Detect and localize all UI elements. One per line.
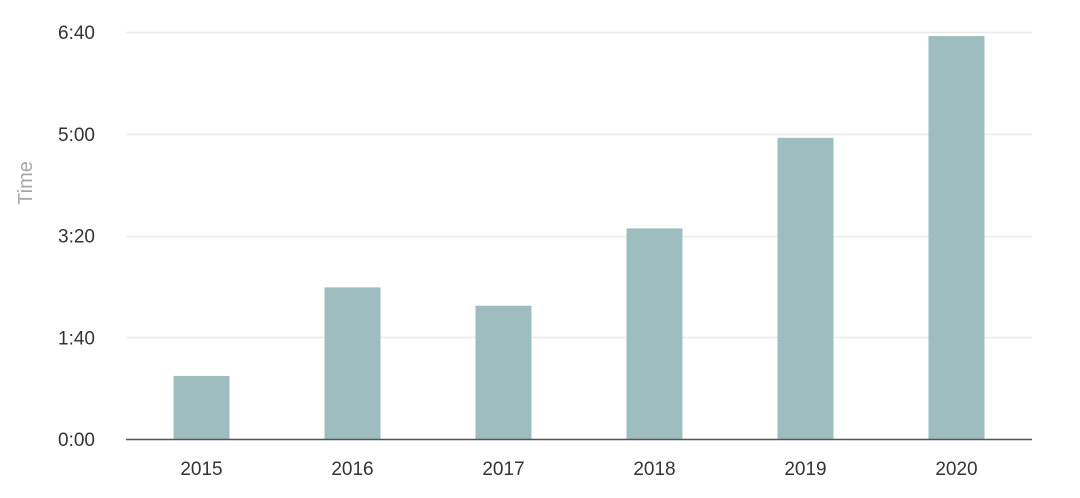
y-tick-label: 5:00 [58,125,95,146]
x-tick-labels: 2015 2016 2017 2018 2019 2020 [180,459,977,480]
x-tick-label: 2020 [935,459,977,480]
bar-2016 [324,287,381,439]
y-tick-label: 6:40 [58,23,95,44]
y-tick-label: 0:00 [58,430,95,451]
y-tick-label: 3:20 [58,227,95,248]
bar-2019 [777,137,834,439]
bars [173,36,985,439]
x-tick-label: 2018 [633,459,675,480]
x-tick-label: 2015 [180,459,222,480]
y-tick-labels: 0:00 1:40 3:20 5:00 6:40 [58,23,95,451]
y-axis-title: Time [15,161,37,205]
x-tick-label: 2016 [331,459,373,480]
bar-2020 [928,36,985,439]
gridlines [126,31,1032,339]
x-tick-label: 2019 [784,459,826,480]
y-tick-label: 1:40 [58,328,95,349]
bar-2018 [626,228,683,439]
bar-2017 [475,305,532,439]
x-tick-label: 2017 [482,459,524,480]
bar-2015 [173,375,230,439]
